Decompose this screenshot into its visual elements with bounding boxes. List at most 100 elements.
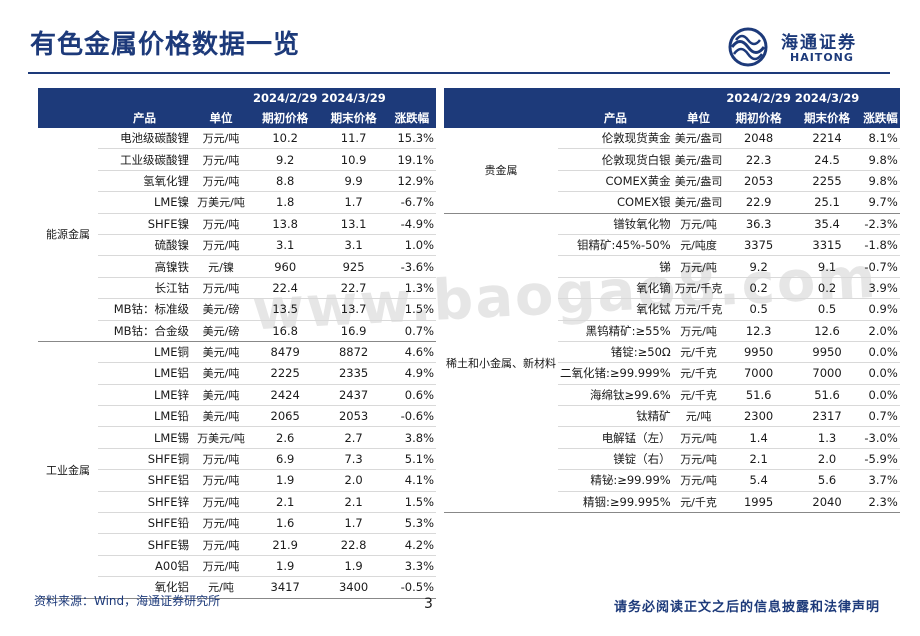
end-price: 13.7 xyxy=(319,298,388,321)
table-row: 工业金属 LME铜 美元/吨 8479 8872 4.6% xyxy=(38,341,436,599)
unit: 元/吨度 xyxy=(672,234,725,257)
table-row: MB钴：标准级 美元/磅 13.5 13.7 1.5% xyxy=(38,298,436,321)
table-row: 精铋:≥99.99% 万元/吨 5.4 5.6 3.7% xyxy=(444,469,900,492)
end-price: 9950 xyxy=(792,341,862,364)
product-name: 钼精矿:45%-50% xyxy=(558,234,673,257)
product-name: 二氧化锗:≥99.999% xyxy=(558,362,673,385)
page-number: 3 xyxy=(424,596,433,612)
product-name: LME镍 xyxy=(97,191,192,214)
col-unit: 单位 xyxy=(191,108,251,128)
start-price: 22.9 xyxy=(724,191,793,214)
product-name: LME锌 xyxy=(97,384,192,407)
price-change: -0.5% xyxy=(387,576,436,599)
start-price: 13.5 xyxy=(250,298,320,321)
price-change: 2.0% xyxy=(861,320,900,342)
title-divider xyxy=(28,72,890,74)
unit: 元/千克 xyxy=(672,384,725,407)
category-label: 贵金属 xyxy=(444,128,558,214)
start-price: 0.5 xyxy=(724,298,793,321)
table-row: LME铅 美元/吨 2065 2053 -0.6% xyxy=(38,405,436,428)
price-change: 3.8% xyxy=(387,426,436,449)
end-price: 2040 xyxy=(792,491,862,514)
unit: 万美元/吨 xyxy=(191,426,251,449)
start-price: 960 xyxy=(250,255,320,278)
product-name: 硫酸镍 xyxy=(97,234,192,257)
end-price: 5.6 xyxy=(792,469,862,492)
end-price: 12.6 xyxy=(792,320,862,342)
start-price: 16.8 xyxy=(250,320,320,342)
unit: 美元/盎司 xyxy=(672,191,725,214)
end-price: 2335 xyxy=(319,362,388,385)
unit: 美元/吨 xyxy=(191,341,251,364)
product-name: 精铋:≥99.99% xyxy=(558,469,673,492)
unit: 万元/吨 xyxy=(191,234,251,257)
unit: 美元/磅 xyxy=(191,298,251,321)
product-name: SHFE镍 xyxy=(97,213,192,235)
unit: 元/吨 xyxy=(191,576,251,599)
col-end-price: 期末价格 xyxy=(792,108,862,128)
start-price: 2424 xyxy=(250,384,320,407)
table-row: 氢氧化锂 万元/吨 8.8 9.9 12.9% xyxy=(38,170,436,193)
table-row: LME镍 万美元/吨 1.8 1.7 -6.7% xyxy=(38,191,436,214)
price-change: 4.6% xyxy=(387,341,436,364)
product-name: 伦敦现货白银 xyxy=(558,148,673,171)
product-name: 伦敦现货黄金 xyxy=(558,128,673,150)
table-row: 锑万元/吨 9.2 9.1 -0.7% xyxy=(444,255,900,278)
start-price: 0.2 xyxy=(724,277,793,300)
price-change: -0.7% xyxy=(861,255,900,278)
start-price: 2.1 xyxy=(724,448,793,471)
price-change: 4.2% xyxy=(387,533,436,556)
start-price: 2048 xyxy=(724,128,793,150)
unit: 元/镍 xyxy=(191,255,251,278)
col-start-price: 期初价格 xyxy=(724,108,793,128)
start-price: 6.9 xyxy=(250,448,320,471)
table-row: SHFE锌 万元/吨 2.1 2.1 1.5% xyxy=(38,491,436,514)
table-row: COMEX黄金 美元/盎司 2053 2255 9.8% xyxy=(444,170,900,193)
haitong-logo-icon xyxy=(728,27,768,67)
product-name: SHFE锌 xyxy=(97,491,192,514)
price-change: 1.5% xyxy=(387,298,436,321)
start-price: 21.9 xyxy=(250,533,320,556)
table-row: SHFE铝 万元/吨 1.9 2.0 4.1% xyxy=(38,469,436,492)
end-price: 25.1 xyxy=(792,191,862,214)
start-price: 2225 xyxy=(250,362,320,385)
unit: 美元/吨 xyxy=(191,362,251,385)
col-start-price: 期初价格 xyxy=(250,108,320,128)
price-change: 12.9% xyxy=(387,170,436,193)
price-change: -6.7% xyxy=(387,191,436,214)
unit: 美元/磅 xyxy=(191,320,251,342)
price-change: 1.3% xyxy=(387,277,436,300)
energy-industrial-metals-table: 2024/2/29 2024/3/29 产品 单位 期初价格 期末价格 涨跌幅 … xyxy=(38,88,436,599)
end-price: 2053 xyxy=(319,405,388,428)
product-name: 氧化铝 xyxy=(97,576,192,599)
table-header-columns: 产品 单位 期初价格 期末价格 涨跌幅 xyxy=(444,108,900,128)
product-name: 工业级碳酸锂 xyxy=(97,148,192,171)
start-price: 12.3 xyxy=(724,320,793,342)
date-end: 2024/3/29 xyxy=(792,88,862,108)
table-row: 氧化铝 元/吨 3417 3400 -0.5% xyxy=(38,576,436,599)
table-row: 黑钨精矿:≥55% 万元/吨 12.3 12.6 2.0% xyxy=(444,320,900,342)
start-price: 5.4 xyxy=(724,469,793,492)
price-change: 3.7% xyxy=(861,469,900,492)
unit: 元/千克 xyxy=(672,491,725,514)
product-name: 电池级碳酸锂 xyxy=(97,128,192,150)
price-change: 0.7% xyxy=(387,320,436,342)
unit: 万元/吨 xyxy=(191,512,251,535)
table-row: 伦敦现货白银 美元/盎司 22.3 24.5 9.8% xyxy=(444,148,900,171)
end-price: 16.9 xyxy=(319,320,388,342)
end-price: 1.9 xyxy=(319,555,388,578)
price-change: 0.6% xyxy=(387,384,436,407)
product-name: COMEX银 xyxy=(558,191,673,214)
product-name: 镁锭（右） xyxy=(558,448,673,471)
table-row: 硫酸镍 万元/吨 3.1 3.1 1.0% xyxy=(38,234,436,257)
start-price: 10.2 xyxy=(250,128,320,150)
price-change: 5.3% xyxy=(387,512,436,535)
start-price: 1.9 xyxy=(250,555,320,578)
start-price: 51.6 xyxy=(724,384,793,407)
table-row: A00铝 万元/吨 1.9 1.9 3.3% xyxy=(38,555,436,578)
date-start: 2024/2/29 xyxy=(724,88,793,108)
table-row: SHFE铜 万元/吨 6.9 7.3 5.1% xyxy=(38,448,436,471)
price-change: -4.9% xyxy=(387,213,436,235)
company-logo: 海通证券 HAITONG xyxy=(726,26,896,68)
start-price: 9950 xyxy=(724,341,793,364)
